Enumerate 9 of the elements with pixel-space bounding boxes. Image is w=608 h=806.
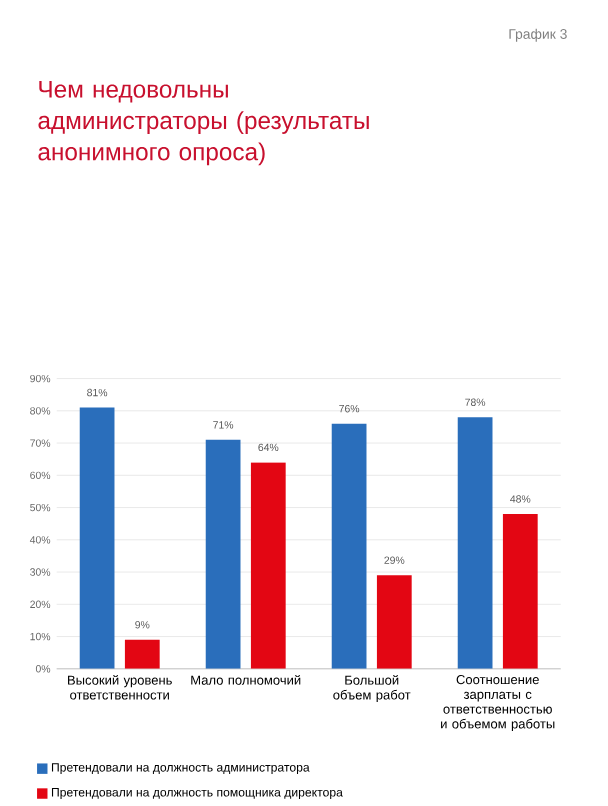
bar xyxy=(502,514,538,669)
bar xyxy=(79,407,115,669)
bar xyxy=(250,462,286,669)
bar xyxy=(457,417,493,669)
bar xyxy=(124,639,160,669)
bar xyxy=(205,439,241,669)
bar xyxy=(376,575,412,669)
chart-title: Чем недовольны администраторы (результаты анонимного опроса) xyxy=(38,80,369,166)
bar xyxy=(331,423,367,669)
